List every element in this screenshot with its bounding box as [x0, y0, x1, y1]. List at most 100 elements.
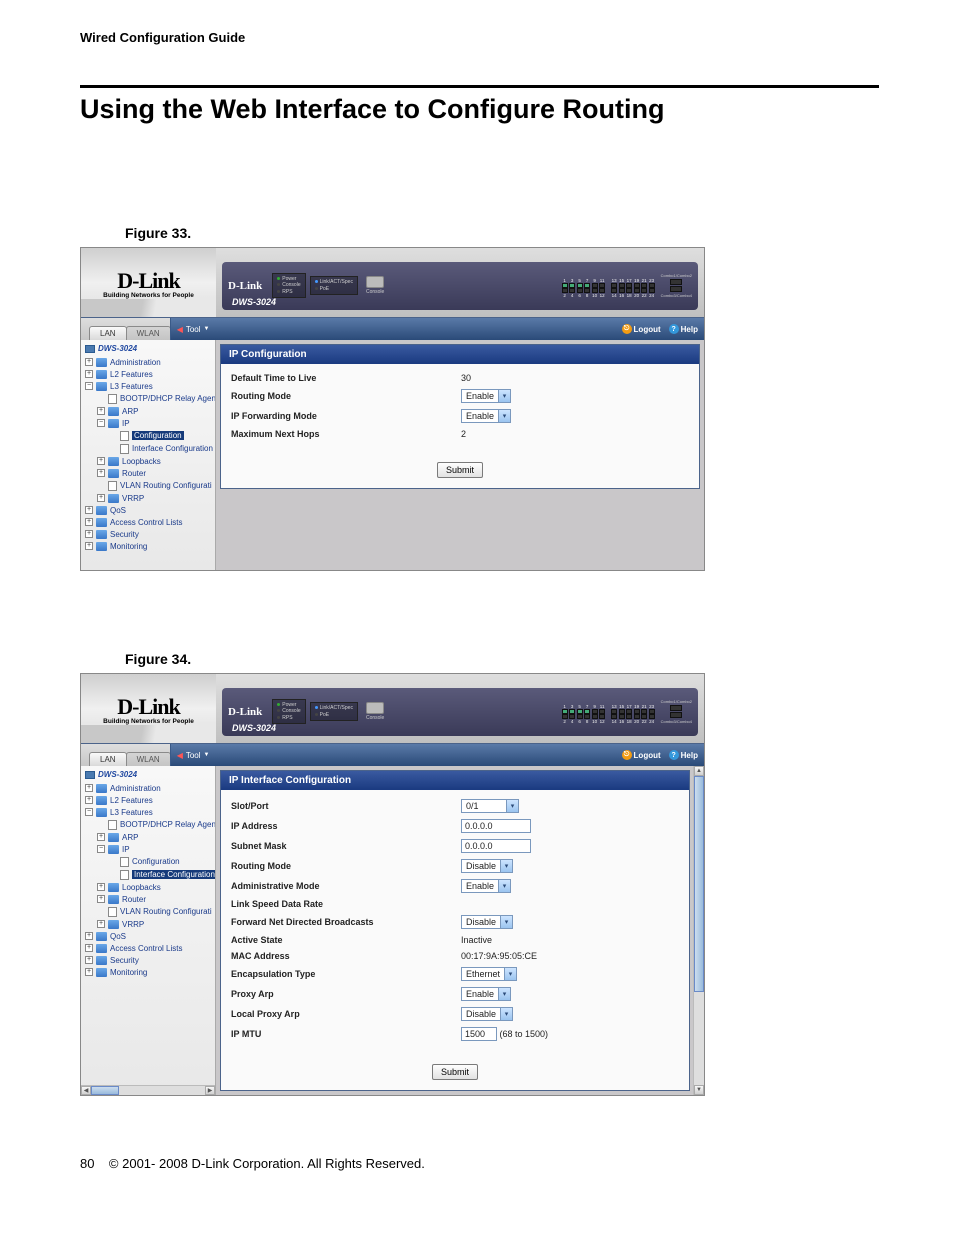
tree-item[interactable]: −L3 Features: [85, 380, 213, 392]
tree-root[interactable]: DWS-3024: [98, 770, 137, 779]
folder-icon: [96, 944, 107, 953]
tree-item[interactable]: Interface Configuration: [85, 442, 213, 455]
scroll-left[interactable]: ◀: [81, 1086, 91, 1095]
select-forward-net-directed-broadcasts[interactable]: Disable▾: [461, 915, 513, 929]
logout-link[interactable]: ⎋Logout: [622, 324, 661, 334]
expand-icon[interactable]: −: [97, 845, 105, 853]
select-proxy-arp[interactable]: Enable▾: [461, 987, 511, 1001]
tree-item[interactable]: + Security: [85, 528, 213, 540]
expand-icon[interactable]: +: [97, 469, 105, 477]
expand-icon[interactable]: +: [85, 944, 93, 952]
tree-item[interactable]: +L2 Features: [85, 794, 213, 806]
expand-icon[interactable]: +: [85, 932, 93, 940]
tab-wlan[interactable]: WLAN: [126, 326, 171, 340]
select-encapsulation-type[interactable]: Ethernet▾: [461, 967, 517, 981]
logout-link[interactable]: ⎋Logout: [622, 750, 661, 760]
tree-item[interactable]: −L3 Features: [85, 806, 213, 818]
tab-lan[interactable]: LAN: [89, 326, 127, 340]
tree-item[interactable]: −IP: [85, 417, 213, 429]
submit-button[interactable]: Submit: [432, 1064, 478, 1080]
tree-label: Security: [110, 530, 139, 539]
scroll-right[interactable]: ▶: [205, 1086, 215, 1095]
expand-icon[interactable]: +: [85, 956, 93, 964]
expand-icon[interactable]: +: [85, 358, 93, 366]
expand-icon[interactable]: +: [97, 457, 105, 465]
expand-icon[interactable]: +: [97, 833, 105, 841]
tool-menu[interactable]: ◀ Tool ▼: [177, 751, 210, 760]
scroll-thumb[interactable]: [91, 1086, 119, 1095]
tree-item[interactable]: +Administration: [85, 782, 213, 794]
tree-item[interactable]: +Monitoring: [85, 966, 213, 978]
tree-item[interactable]: + QoS: [85, 504, 213, 516]
tree-item[interactable]: +Loopbacks: [85, 881, 213, 893]
tree-item[interactable]: +Monitoring: [85, 540, 213, 552]
expand-icon[interactable]: +: [97, 895, 105, 903]
folder-icon: [96, 506, 107, 515]
tool-menu[interactable]: ◀ Tool ▼: [177, 325, 210, 334]
tree-root[interactable]: DWS-3024: [98, 344, 137, 353]
tree-item[interactable]: +Security: [85, 954, 213, 966]
select-administrative-mode[interactable]: Enable▾: [461, 879, 511, 893]
tree-item[interactable]: VLAN Routing Configurati: [85, 479, 213, 492]
expand-icon[interactable]: +: [85, 784, 93, 792]
tree-item[interactable]: Configuration: [85, 429, 213, 442]
tree-item[interactable]: +L2 Features: [85, 368, 213, 380]
scroll-down[interactable]: ▼: [694, 1085, 704, 1095]
tree-item[interactable]: +ARP: [85, 405, 213, 417]
select-routing-mode[interactable]: Enable▾: [461, 389, 511, 403]
help-link[interactable]: ?Help: [669, 750, 698, 760]
select-local-proxy-arp[interactable]: Disable▾: [461, 1007, 513, 1021]
chevron-down-icon: ▾: [500, 1008, 512, 1020]
expand-icon[interactable]: +: [85, 370, 93, 378]
select-routing-mode[interactable]: Disable▾: [461, 859, 513, 873]
tab-wlan[interactable]: WLAN: [126, 752, 171, 766]
tree-item[interactable]: + VRRP: [85, 492, 213, 504]
tree-item[interactable]: BOOTP/DHCP Relay Agen: [85, 818, 213, 831]
tree-item[interactable]: +Router: [85, 893, 213, 905]
tree-item[interactable]: +Router: [85, 467, 213, 479]
tree-item[interactable]: +Access Control Lists: [85, 942, 213, 954]
expand-icon[interactable]: +: [97, 494, 105, 502]
input-ip-mtu[interactable]: 1500: [461, 1027, 497, 1041]
expand-icon[interactable]: +: [85, 968, 93, 976]
tree-item[interactable]: −IP: [85, 843, 213, 855]
select-slot-port[interactable]: 0/1▾: [461, 799, 519, 813]
expand-icon[interactable]: +: [97, 920, 105, 928]
tree-item[interactable]: +QoS: [85, 930, 213, 942]
expand-icon[interactable]: −: [97, 419, 105, 427]
expand-icon[interactable]: +: [85, 542, 93, 550]
input-ip-address[interactable]: 0.0.0.0: [461, 819, 531, 833]
document-icon: [120, 444, 129, 454]
tree-item[interactable]: VLAN Routing Configurati: [85, 905, 213, 918]
expand-icon[interactable]: +: [85, 530, 93, 538]
expand-icon[interactable]: +: [85, 506, 93, 514]
tree-label: QoS: [110, 506, 126, 515]
field-label: MAC Address: [231, 951, 461, 961]
expand-icon[interactable]: +: [97, 883, 105, 891]
expand-icon[interactable]: +: [85, 796, 93, 804]
tree-item[interactable]: +Access Control Lists: [85, 516, 213, 528]
expand-icon[interactable]: +: [85, 518, 93, 526]
help-link[interactable]: ?Help: [669, 324, 698, 334]
tree-item[interactable]: +ARP: [85, 831, 213, 843]
expand-icon[interactable]: +: [97, 407, 105, 415]
submit-button[interactable]: Submit: [437, 462, 483, 478]
document-icon: [120, 857, 129, 867]
tree-item[interactable]: +Loopbacks: [85, 455, 213, 467]
tab-lan[interactable]: LAN: [89, 752, 127, 766]
tree-item[interactable]: Configuration: [85, 855, 213, 868]
expand-icon[interactable]: −: [85, 808, 93, 816]
tree-item[interactable]: +VRRP: [85, 918, 213, 930]
tree-label: VRRP: [122, 494, 144, 503]
field-label: Maximum Next Hops: [231, 429, 461, 439]
tree-item[interactable]: +Administration: [85, 356, 213, 368]
scroll-thumb-v[interactable]: [694, 776, 704, 992]
scroll-up[interactable]: ▲: [694, 766, 704, 776]
tree-item[interactable]: BOOTP/DHCP Relay Agen: [85, 392, 213, 405]
form-row: Administrative ModeEnable▾: [231, 876, 679, 896]
tree-item[interactable]: Interface Configuration: [85, 868, 213, 881]
input-subnet-mask[interactable]: 0.0.0.0: [461, 839, 531, 853]
expand-icon[interactable]: −: [85, 382, 93, 390]
select-ip-forwarding-mode[interactable]: Enable▾: [461, 409, 511, 423]
figure33-screenshot: D-LinkBuilding Networks for PeopleD-Link…: [80, 247, 705, 571]
